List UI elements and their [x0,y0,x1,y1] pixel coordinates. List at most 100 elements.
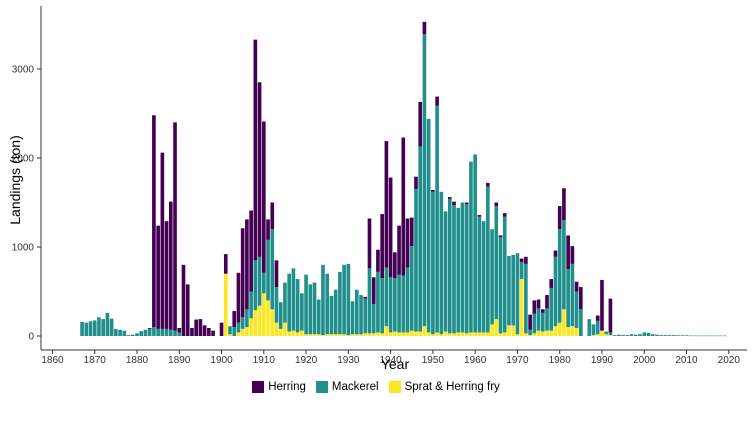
bar-mackerel-1867 [80,321,84,336]
bar-mackerel-1999 [638,334,642,336]
bar-mackerel-2019 [722,335,727,337]
bar-sprat-herring-fry-1901 [223,273,228,336]
bar-herring-1913 [274,260,279,288]
bar-herring-1884 [152,115,156,328]
bar-sprat-herring-fry-1944 [405,332,410,336]
bar-sprat-herring-fry-1988 [591,335,596,336]
bar-sprat-herring-fry-1929 [342,334,346,336]
bar-herring-1944 [405,218,410,268]
x-tick-label: 1910 [253,355,276,366]
bar-herring-1950 [431,190,435,192]
bar-mackerel-1915 [283,282,287,323]
bar-herring-1909 [257,82,262,257]
bar-mackerel-1988 [591,324,596,336]
bars [80,21,727,337]
bar-sprat-herring-fry-1930 [346,335,351,336]
x-tick-label: 1970 [506,355,529,366]
bar-sprat-herring-fry-1907 [249,318,253,336]
bar-mackerel-1914 [278,302,283,329]
bar-mackerel-2006 [667,335,672,336]
bar-mackerel-1933 [359,295,363,335]
bar-herring-1954 [447,197,452,199]
bar-sprat-herring-fry-1936 [371,333,376,336]
bar-sprat-herring-fry-1918 [295,332,300,336]
bar-mackerel-1950 [431,191,435,335]
bar-mackerel-1873 [105,312,110,336]
bar-mackerel-2012 [693,335,697,337]
bar-mackerel-1921 [308,284,313,335]
bar-mackerel-1980 [557,229,562,323]
x-axis-title: Year [381,356,410,370]
bar-mackerel-2014 [701,335,706,337]
bar-sprat-herring-fry-1966 [498,333,503,336]
bar-sprat-herring-fry-1913 [274,322,279,336]
bar-herring-1891 [181,264,186,336]
bar-mackerel-2003 [655,334,659,336]
bar-sprat-herring-fry-1934 [363,333,368,336]
bar-herring-1945 [409,217,414,247]
y-tick-label: 0 [28,332,34,343]
bar-mackerel-1888 [168,329,173,336]
bar-mackerel-2013 [697,335,702,337]
x-tick-label: 1880 [126,355,149,366]
bar-mackerel-1971 [519,262,524,280]
bar-herring-1905 [240,228,245,318]
bar-herring-1979 [553,250,558,257]
bar-sprat-herring-fry-1917 [291,330,296,336]
bar-sprat-herring-fry-1982 [566,327,570,336]
legend: Herring Mackerel Sprat & Herring fry [0,381,752,393]
bar-mackerel-1978 [549,287,554,331]
bar-herring-1942 [397,225,401,275]
bar-mackerel-1939 [384,267,389,327]
bar-mackerel-1993 [612,335,617,336]
bar-mackerel-1987 [587,319,592,336]
legend-swatch-mackerel [315,381,328,393]
bar-mackerel-1936 [371,303,376,334]
bar-sprat-herring-fry-1991 [604,334,609,336]
bar-mackerel-2011 [688,335,693,337]
bar-mackerel-1982 [566,269,570,328]
bar-mackerel-2002 [650,334,655,336]
bar-mackerel-2007 [672,335,676,336]
bar-mackerel-1949 [426,118,431,333]
bar-mackerel-1890 [177,332,182,336]
bar-mackerel-1875 [114,328,118,336]
bar-mackerel-2001 [646,332,651,336]
bar-sprat-herring-fry-1916 [287,331,291,336]
bar-mackerel-2010 [684,335,689,336]
bar-herring-1978 [549,279,554,288]
bar-mackerel-1946 [414,189,418,332]
bar-mackerel-1924 [321,264,325,336]
bar-mackerel-1931 [350,301,355,335]
bar-sprat-herring-fry-1970 [515,334,520,336]
bar-sprat-herring-fry-1961 [477,332,482,336]
bar-sprat-herring-fry-1946 [414,331,418,336]
bar-sprat-herring-fry-1915 [283,322,287,336]
legend-label-herring: Herring [268,381,306,393]
bar-sprat-herring-fry-1972 [524,333,528,336]
bar-herring-1971 [519,258,524,263]
bar-sprat-herring-fry-1941 [393,331,397,336]
bar-mackerel-1881 [139,331,144,336]
y-tick-label: 1000 [12,243,35,254]
bar-herring-1943 [401,137,406,276]
bar-mackerel-1937 [376,271,380,333]
bar-mackerel-1925 [325,273,330,335]
bar-sprat-herring-fry-1962 [481,332,486,336]
bar-mackerel-1883 [147,328,152,336]
bar-herring-1966 [498,235,503,238]
bar-sprat-herring-fry-1960 [473,332,477,336]
y-tick-label: 3000 [12,65,35,76]
bar-herring-1938 [380,214,384,279]
bar-sprat-herring-fry-1971 [519,279,524,336]
bar-herring-1982 [566,235,570,270]
bar-sprat-herring-fry-1953 [443,331,448,336]
bar-mackerel-1887 [164,328,169,336]
bar-sprat-herring-fry-1958 [464,333,469,336]
bar-herring-1975 [536,299,541,309]
bar-mackerel-1903 [232,327,237,336]
bar-mackerel-1919 [300,293,304,331]
bar-sprat-herring-fry-1957 [460,332,465,336]
bar-mackerel-1951 [435,105,439,333]
bar-sprat-herring-fry-1959 [469,332,473,336]
